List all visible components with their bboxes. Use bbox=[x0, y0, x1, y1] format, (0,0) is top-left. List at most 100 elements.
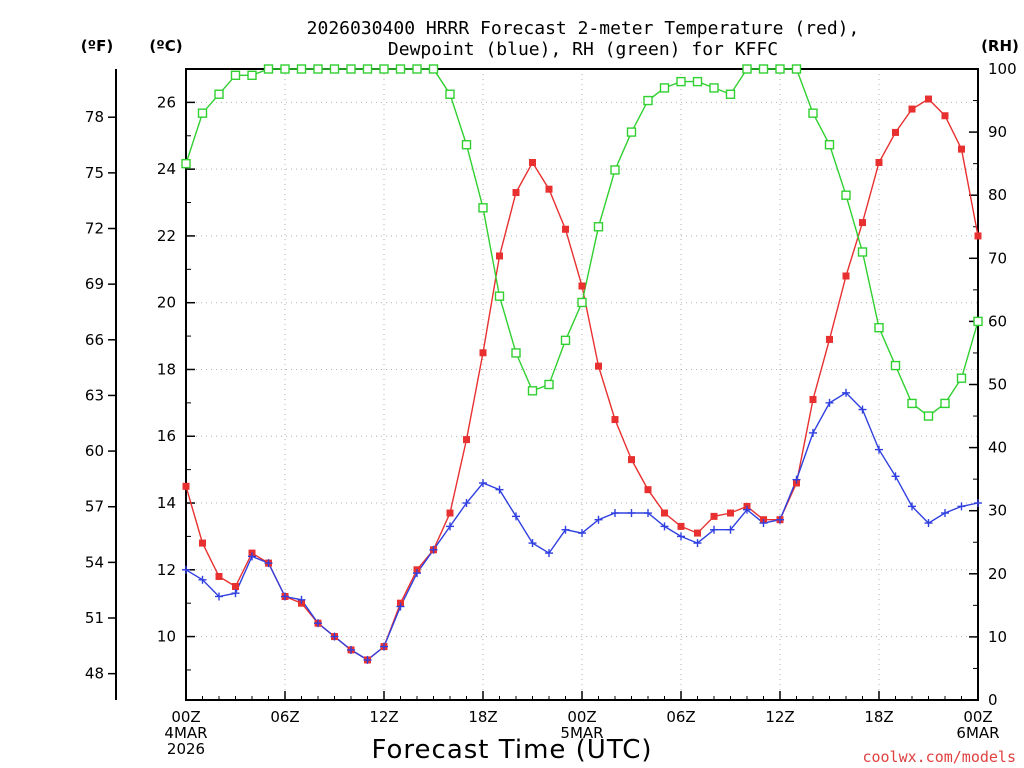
temperature-point bbox=[512, 189, 520, 197]
y-tick-labels: 10 12 14 16 18 20 22 24 26 48 51 54 57 60 63 66 69 72 75 78… bbox=[85, 60, 1017, 709]
series-markers bbox=[181, 64, 983, 664]
temperature-point bbox=[859, 219, 866, 227]
dewpoint-point bbox=[677, 532, 685, 541]
temperature-point bbox=[595, 362, 602, 370]
dewpoint-point bbox=[726, 525, 735, 534]
rh-point bbox=[560, 335, 571, 346]
temperature-point bbox=[215, 572, 223, 580]
temperature-point bbox=[974, 232, 982, 240]
rh-point bbox=[461, 140, 472, 150]
rh-point bbox=[511, 348, 521, 358]
temperature-point bbox=[446, 509, 454, 517]
temperature-point bbox=[496, 252, 503, 260]
dewpoint-point bbox=[908, 502, 916, 511]
celsius-tick-label: 20 bbox=[157, 294, 176, 312]
rh-tick-label: 70 bbox=[988, 249, 1007, 267]
dewpoint-point bbox=[842, 388, 850, 397]
temperature-point bbox=[809, 396, 817, 404]
rh-point bbox=[593, 222, 604, 232]
rh-point bbox=[445, 89, 455, 99]
rh-point bbox=[313, 64, 323, 74]
dewpoint-point bbox=[644, 509, 652, 518]
x-tick-label-line: 4MAR bbox=[164, 724, 207, 742]
rh-point bbox=[329, 64, 340, 74]
rh-tick-label: 0 bbox=[988, 691, 998, 709]
x-tick-label-line: 06Z bbox=[666, 708, 695, 726]
rh-tick-label: 80 bbox=[988, 186, 1007, 204]
temperature-point bbox=[677, 522, 685, 530]
temperature-point bbox=[892, 128, 899, 136]
rh-point bbox=[197, 108, 208, 118]
rh-point bbox=[907, 398, 917, 409]
rh-point bbox=[346, 64, 356, 74]
x-tick-label: 12Z bbox=[765, 708, 794, 726]
x-tick-label-line: 12Z bbox=[369, 708, 398, 726]
rh-point bbox=[626, 127, 637, 137]
dewpoint-point bbox=[380, 642, 388, 651]
rh-point bbox=[428, 64, 439, 74]
rh-point bbox=[362, 64, 373, 74]
dewpoint-point bbox=[182, 565, 190, 574]
dewpoint-point bbox=[479, 478, 487, 487]
rh-point bbox=[214, 89, 224, 99]
credit-text: coolwx.com/models bbox=[862, 748, 1016, 766]
x-tick-label-line: 6MAR bbox=[956, 724, 999, 742]
rh-point bbox=[659, 83, 670, 93]
x-tick-label: 06Z bbox=[666, 708, 695, 726]
dewpoint-point bbox=[545, 549, 553, 558]
grid-lines bbox=[186, 69, 978, 700]
fahrenheit-tick-label: 66 bbox=[85, 331, 104, 349]
rh-point bbox=[709, 83, 719, 93]
x-tick-label: 00Z 4MAR 2026 bbox=[164, 708, 207, 758]
temperature-point bbox=[958, 145, 965, 153]
fahrenheit-tick-label: 51 bbox=[85, 609, 104, 627]
temperature-point bbox=[232, 582, 239, 590]
x-tick-label-line: 18Z bbox=[468, 708, 497, 726]
dewpoint-point bbox=[248, 552, 256, 561]
dewpoint-point bbox=[891, 472, 900, 481]
fahrenheit-tick-label: 60 bbox=[85, 442, 104, 460]
axes bbox=[108, 68, 979, 701]
rh-tick-label: 60 bbox=[988, 312, 1007, 330]
temperature-point bbox=[925, 95, 932, 103]
celsius-tick-label: 24 bbox=[157, 160, 176, 178]
temperature-point bbox=[644, 486, 652, 494]
celsius-tick-label: 14 bbox=[157, 494, 176, 512]
temperature-point bbox=[545, 185, 553, 193]
celsius-unit-label: (ºC) bbox=[149, 37, 182, 55]
temperature-point bbox=[182, 482, 190, 490]
x-tick-label: 06Z bbox=[270, 708, 299, 726]
x-tick-label-line: 12Z bbox=[765, 708, 794, 726]
rh-point bbox=[758, 64, 769, 74]
rh-point bbox=[494, 291, 505, 301]
dewpoint-point bbox=[941, 509, 949, 518]
dewpoint-point bbox=[776, 515, 784, 524]
dewpoint-point bbox=[743, 505, 751, 514]
rh-point bbox=[791, 64, 802, 74]
dewpoint-point bbox=[561, 525, 570, 534]
dewpoint-point bbox=[957, 502, 966, 511]
rh-point bbox=[379, 64, 389, 74]
dewpoint-point bbox=[594, 515, 603, 524]
rh-point bbox=[544, 379, 554, 390]
x-axis-label: Forecast Time (UTC) bbox=[371, 735, 652, 765]
rh-tick-label: 30 bbox=[988, 502, 1007, 520]
dewpoint-point bbox=[512, 512, 520, 521]
rh-point bbox=[478, 203, 488, 213]
celsius-tick-label: 16 bbox=[157, 427, 176, 445]
dewpoint-point bbox=[660, 522, 669, 531]
rh-point bbox=[181, 158, 191, 169]
chart-title: 2026030400 HRRR Forecast 2-meter Tempera… bbox=[307, 18, 860, 39]
dewpoint-point bbox=[611, 509, 619, 518]
temperature-point bbox=[694, 529, 701, 537]
rh-point bbox=[874, 323, 884, 333]
celsius-tick-label: 10 bbox=[157, 628, 176, 646]
dewpoint-point bbox=[924, 519, 933, 528]
x-tick-label-line: 5MAR bbox=[560, 724, 603, 742]
fahrenheit-tick-label: 75 bbox=[85, 164, 104, 182]
dewpoint-point bbox=[264, 559, 273, 568]
fahrenheit-tick-label: 54 bbox=[85, 553, 104, 571]
dewpoint-point bbox=[495, 485, 504, 494]
rh-tick-label: 20 bbox=[988, 565, 1007, 583]
temperature-point bbox=[628, 456, 635, 464]
